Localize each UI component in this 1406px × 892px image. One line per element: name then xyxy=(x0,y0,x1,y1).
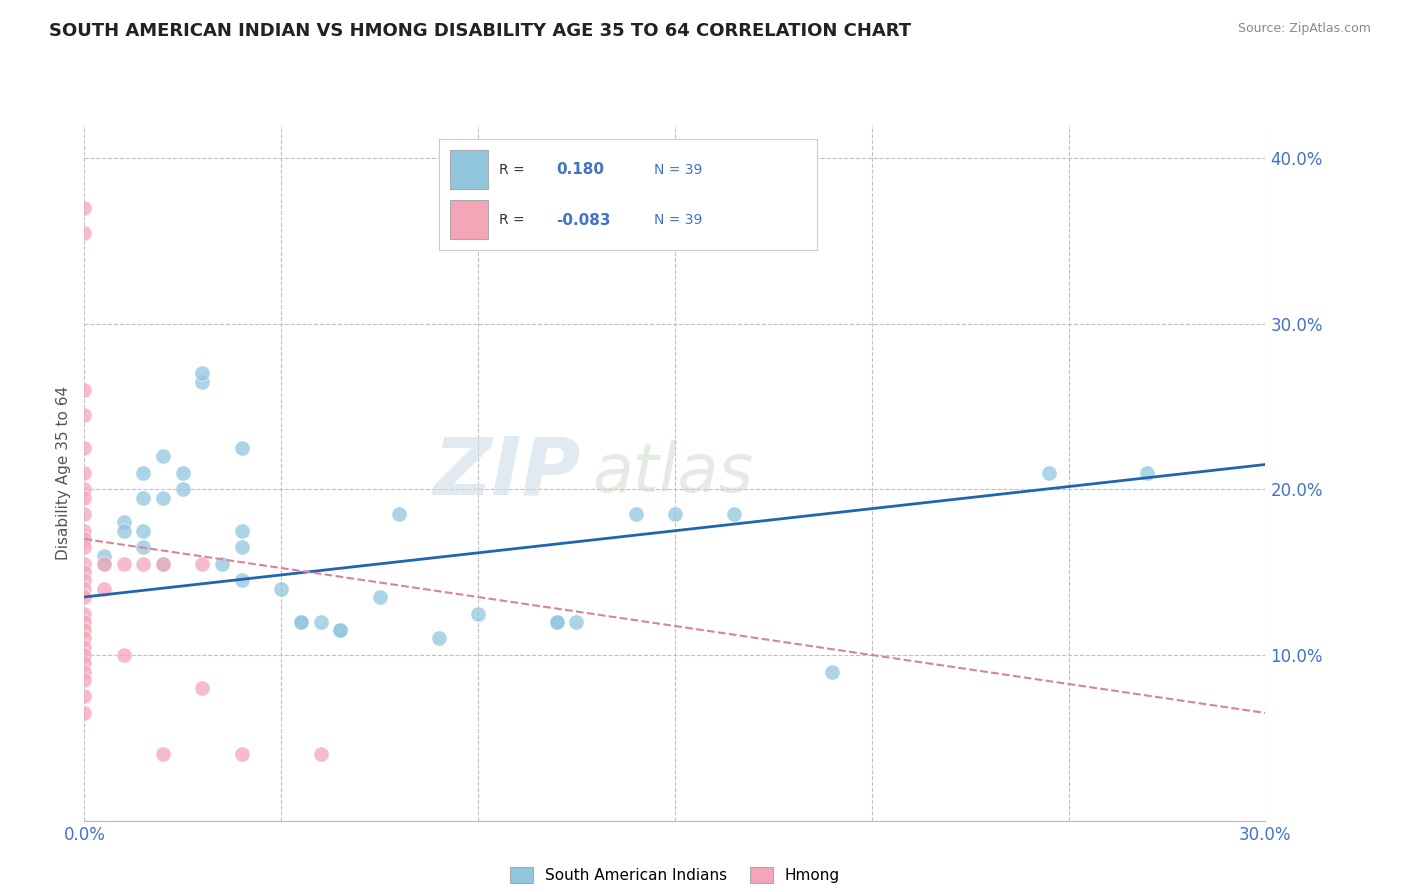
Point xyxy=(73,640,96,654)
Point xyxy=(152,449,174,463)
Point xyxy=(152,557,174,571)
Point xyxy=(73,648,96,662)
Point xyxy=(73,590,96,604)
Point xyxy=(467,607,489,621)
Point xyxy=(231,574,253,588)
Point xyxy=(73,615,96,629)
Point xyxy=(152,557,174,571)
Point xyxy=(73,665,96,679)
Point xyxy=(1136,466,1159,480)
Point xyxy=(132,491,155,505)
Point xyxy=(73,491,96,505)
Point xyxy=(231,524,253,538)
Point xyxy=(73,657,96,671)
Point xyxy=(73,690,96,704)
Point xyxy=(565,615,588,629)
Point xyxy=(309,747,332,762)
Point xyxy=(664,507,686,521)
Point xyxy=(270,582,292,596)
Point xyxy=(427,632,450,646)
Point xyxy=(290,615,312,629)
Point xyxy=(152,747,174,762)
Point xyxy=(172,483,194,497)
Point xyxy=(191,375,214,389)
Point xyxy=(191,367,214,381)
Point xyxy=(132,557,155,571)
Point xyxy=(73,582,96,596)
Point xyxy=(723,507,745,521)
Point xyxy=(93,557,115,571)
Point xyxy=(329,623,352,637)
Point xyxy=(211,557,233,571)
Point xyxy=(112,524,135,538)
Text: atlas: atlas xyxy=(592,440,754,506)
Point xyxy=(73,524,96,538)
Point xyxy=(93,549,115,563)
Point xyxy=(624,507,647,521)
Point xyxy=(172,466,194,480)
Point xyxy=(290,615,312,629)
Point xyxy=(73,483,96,497)
Point xyxy=(73,441,96,455)
Point xyxy=(93,582,115,596)
Legend: South American Indians, Hmong: South American Indians, Hmong xyxy=(503,862,846,889)
Point xyxy=(231,747,253,762)
Point xyxy=(191,557,214,571)
Point xyxy=(73,574,96,588)
Point xyxy=(73,565,96,579)
Point xyxy=(112,557,135,571)
Point xyxy=(73,201,96,215)
Point xyxy=(368,590,391,604)
Y-axis label: Disability Age 35 to 64: Disability Age 35 to 64 xyxy=(56,385,72,560)
Point xyxy=(93,557,115,571)
Point xyxy=(546,615,568,629)
Point xyxy=(132,524,155,538)
Text: SOUTH AMERICAN INDIAN VS HMONG DISABILITY AGE 35 TO 64 CORRELATION CHART: SOUTH AMERICAN INDIAN VS HMONG DISABILIT… xyxy=(49,22,911,40)
Point xyxy=(546,615,568,629)
Point xyxy=(73,466,96,480)
Point xyxy=(73,706,96,720)
Point xyxy=(388,507,411,521)
Point xyxy=(73,532,96,546)
Point xyxy=(191,681,214,695)
Point xyxy=(73,632,96,646)
Point xyxy=(821,665,844,679)
Point xyxy=(329,623,352,637)
Point xyxy=(73,408,96,422)
Point xyxy=(309,615,332,629)
Point xyxy=(73,557,96,571)
Point xyxy=(73,623,96,637)
Point xyxy=(73,607,96,621)
Point xyxy=(73,383,96,397)
Point xyxy=(1038,466,1060,480)
Text: Source: ZipAtlas.com: Source: ZipAtlas.com xyxy=(1237,22,1371,36)
Point xyxy=(73,673,96,687)
Point xyxy=(231,441,253,455)
Point xyxy=(132,541,155,555)
Point xyxy=(112,516,135,530)
Point xyxy=(73,541,96,555)
Point xyxy=(132,466,155,480)
Text: ZIP: ZIP xyxy=(433,434,581,512)
Point xyxy=(112,648,135,662)
Point xyxy=(73,226,96,240)
Point xyxy=(152,491,174,505)
Point xyxy=(231,541,253,555)
Point xyxy=(73,507,96,521)
